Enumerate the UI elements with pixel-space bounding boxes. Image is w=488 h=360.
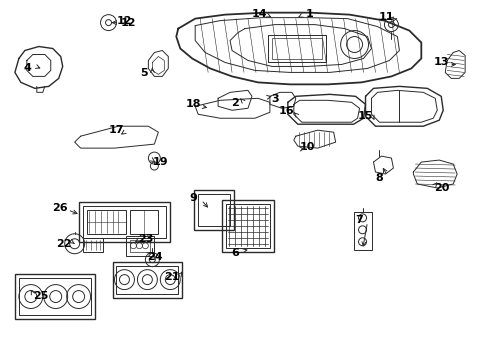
Bar: [198, 194, 229, 226]
Text: 9: 9: [189, 193, 197, 203]
Text: 26: 26: [52, 203, 67, 213]
Text: 21: 21: [164, 272, 180, 282]
Text: 3: 3: [270, 94, 278, 104]
Bar: [225, 204, 269, 248]
Bar: [130, 210, 158, 234]
Text: 8: 8: [375, 173, 383, 183]
Text: 17: 17: [108, 125, 124, 135]
Text: 11: 11: [378, 12, 393, 22]
Bar: [194, 190, 234, 230]
Bar: [130, 240, 150, 252]
Bar: [112, 262, 182, 298]
Text: 24: 24: [147, 252, 163, 262]
Bar: [353, 212, 371, 250]
Text: 22: 22: [56, 239, 71, 249]
Bar: [86, 210, 126, 234]
Text: 4: 4: [24, 63, 32, 73]
Bar: [82, 238, 102, 252]
Text: 7: 7: [355, 215, 363, 225]
Bar: [126, 236, 154, 256]
Text: 12: 12: [117, 15, 132, 26]
Bar: [19, 278, 90, 315]
Bar: [222, 200, 273, 252]
Text: 18: 18: [185, 99, 201, 109]
Text: 20: 20: [434, 183, 449, 193]
Bar: [267, 35, 325, 62]
Bar: [15, 274, 94, 319]
Text: 12: 12: [121, 18, 136, 28]
Text: 25: 25: [33, 291, 48, 301]
Bar: [116, 266, 178, 293]
Text: 2: 2: [231, 98, 239, 108]
Text: 6: 6: [231, 248, 239, 258]
Bar: [79, 202, 170, 242]
Text: 1: 1: [305, 9, 313, 19]
Text: 16: 16: [279, 106, 294, 116]
Text: 14: 14: [252, 9, 267, 19]
Text: 5: 5: [140, 68, 148, 78]
Text: 10: 10: [300, 142, 315, 152]
Bar: [82, 206, 166, 238]
Text: 23: 23: [138, 234, 153, 244]
Text: 19: 19: [152, 157, 168, 167]
Text: 15: 15: [357, 111, 372, 121]
Text: 13: 13: [433, 58, 448, 67]
Bar: [271, 37, 321, 59]
